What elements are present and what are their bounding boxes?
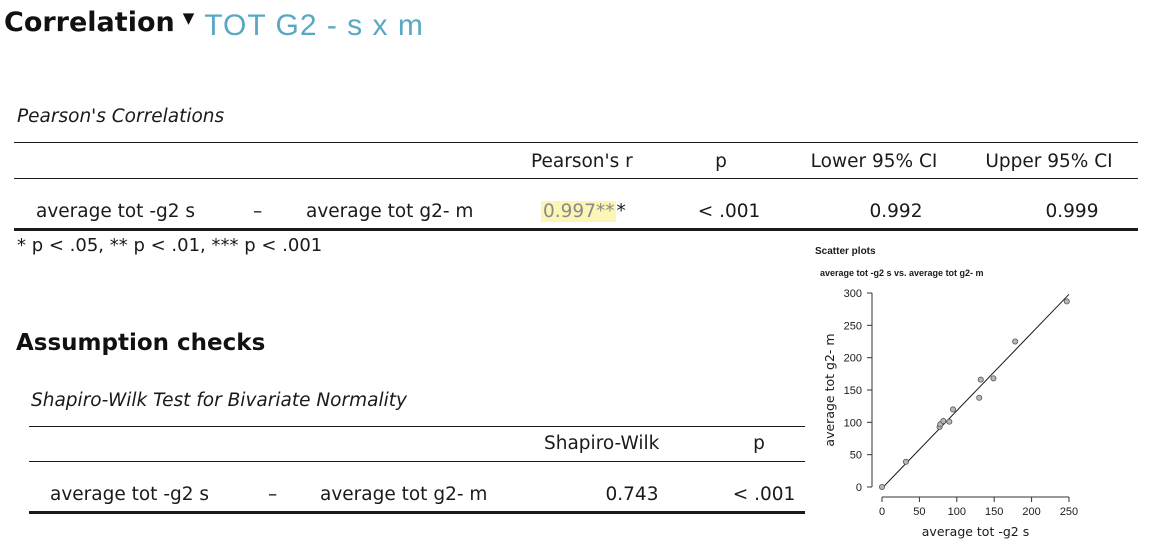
shapiro-row-variable-1: average tot -g2 s	[50, 484, 210, 505]
pearson-table-caption: Pearson's Correlations	[17, 106, 225, 127]
scatter-point	[1012, 338, 1019, 345]
scatter-subtitle: average tot -g2 s vs. average tot g2- m	[820, 268, 984, 278]
shapiro-row-variable-2: average tot g2- m	[320, 484, 488, 505]
shapiro-p-value: < .001	[732, 484, 796, 505]
y-tick-label: 100	[844, 417, 862, 429]
x-axis-label: average tot -g2 s	[922, 524, 1029, 539]
significance-footnote: * p < .05, ** p < .01, *** p < .001	[17, 235, 323, 256]
shapiro-w-value: 0.743	[605, 484, 659, 505]
x-tick-label: 0	[879, 506, 885, 518]
col-header-shapiro-wilk: Shapiro-Wilk	[544, 433, 660, 454]
y-tick-label: 200	[844, 353, 862, 365]
y-tick-label: 150	[844, 385, 862, 397]
upper-ci-value: 0.999	[1045, 201, 1099, 222]
y-tick-label: 300	[844, 288, 862, 300]
scatter-point	[976, 394, 983, 401]
table-bottom-rule	[14, 228, 1138, 231]
p-value: < .001	[697, 201, 761, 222]
scatter-point	[1063, 298, 1070, 305]
shapiro-header-rule	[29, 461, 805, 462]
shapiro-top-rule	[29, 426, 805, 427]
scatter-point	[990, 375, 997, 382]
scatter-plots-heading: Scatter plots	[815, 246, 876, 257]
assumption-checks-heading: Assumption checks	[16, 330, 266, 356]
y-tick-label: 250	[844, 320, 862, 332]
analysis-subtitle[interactable]: TOT G2 - s x m	[204, 9, 424, 42]
shapiro-bottom-rule	[29, 511, 805, 514]
shapiro-table-caption: Shapiro-Wilk Test for Bivariate Normalit…	[31, 390, 407, 411]
row-dash: –	[253, 201, 263, 222]
pearson-r-value: 0.997** *	[541, 201, 626, 222]
x-tick-label: 250	[1060, 506, 1078, 518]
table-top-rule	[14, 142, 1138, 143]
scatter-point	[902, 458, 909, 465]
collapse-caret-icon[interactable]: ▼	[182, 9, 195, 27]
col-header-p: p	[715, 151, 727, 172]
x-tick-label: 50	[913, 506, 925, 518]
lower-ci-value: 0.992	[869, 201, 923, 222]
shapiro-row-dash: –	[268, 484, 278, 505]
scatter-point	[940, 418, 947, 425]
table-header-rule	[14, 178, 1138, 179]
col-header-upper-ci: Upper 95% CI	[985, 151, 1113, 172]
y-tick-label: 0	[856, 482, 862, 494]
pearson-r-suffix: *	[616, 201, 626, 222]
col-header-lower-ci: Lower 95% CI	[810, 151, 938, 172]
scatter-point	[977, 376, 984, 383]
y-tick-label: 50	[850, 450, 862, 462]
regression-line	[881, 293, 1070, 489]
page-title: Correlation	[4, 6, 175, 38]
row-variable-2: average tot g2- m	[306, 201, 474, 222]
col-header-pearsons-r: Pearson's r	[531, 151, 633, 172]
col-header-shapiro-p: p	[753, 433, 765, 454]
y-axis-label: average tot g2- m	[822, 333, 837, 446]
x-tick-label: 100	[948, 506, 966, 518]
pearson-r-highlighted: 0.997**	[541, 201, 617, 222]
scatter-point	[946, 418, 953, 425]
scatter-point	[879, 483, 886, 490]
scatter-point	[950, 406, 957, 413]
title-row: Correlation ▼ TOT G2 - s x m	[4, 0, 424, 44]
x-tick-label: 200	[1022, 506, 1040, 518]
x-tick-label: 150	[985, 506, 1003, 518]
row-variable-1: average tot -g2 s	[36, 201, 196, 222]
